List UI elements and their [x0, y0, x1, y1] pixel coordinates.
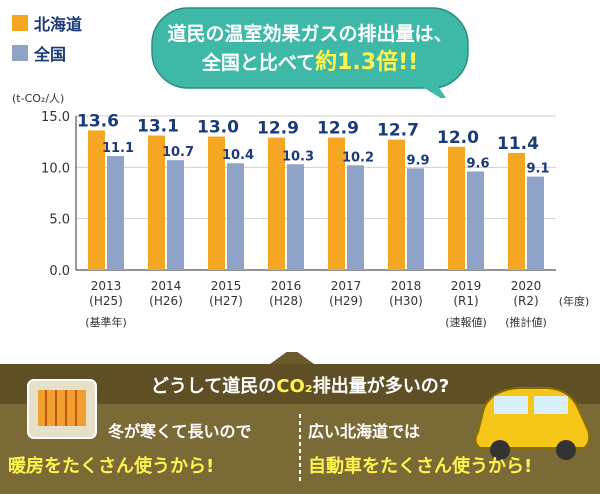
left-reason-line2: 暖房をたくさん使うから!	[8, 456, 215, 477]
data-label-hokkaido: 12.7	[377, 121, 419, 141]
bar-hokkaido	[328, 137, 345, 270]
left-reason-line1: 冬が寒くて長いので	[108, 422, 252, 441]
data-label-hokkaido: 12.9	[257, 119, 299, 139]
data-label-hokkaido: 12.9	[317, 119, 359, 139]
x-tick-label: 2015	[211, 279, 242, 293]
x-tick-label: (H29)	[329, 294, 363, 308]
question-co2: CO₂	[276, 376, 313, 397]
data-label-national: 9.1	[526, 162, 549, 177]
legend-swatch-national	[12, 45, 28, 61]
x-tick-label: (H25)	[89, 294, 123, 308]
legend-label-hokkaido: 北海道	[34, 15, 83, 34]
banner-question: どうして道民のCO₂排出量が多いの?	[120, 372, 480, 398]
question-prefix: どうして道民の	[150, 376, 277, 397]
bar-national	[287, 164, 304, 270]
headline-line1: 道民の温室効果ガスの排出量は、	[167, 23, 453, 45]
data-label-national: 9.9	[406, 153, 429, 168]
bar-hokkaido	[88, 130, 105, 270]
data-label-national: 10.7	[162, 145, 194, 160]
question-suffix: 排出量が多いの?	[312, 376, 450, 397]
legend-item-national: 全国	[12, 38, 82, 68]
speech-bubble	[151, 7, 469, 98]
bar-national	[107, 156, 124, 270]
x-tick-label: (H30)	[389, 294, 423, 308]
bar-hokkaido	[148, 135, 165, 270]
bar-hokkaido	[388, 139, 405, 270]
right-reason-line1: 広い北海道では	[308, 422, 421, 441]
legend-label-national: 全国	[34, 45, 67, 64]
y-tick-label: 0.0	[49, 264, 70, 279]
data-label-hokkaido: 11.4	[497, 134, 539, 154]
y-axis-label: (t-CO₂/人)	[12, 92, 65, 105]
bar-hokkaido	[508, 152, 525, 270]
bar-national	[167, 160, 184, 270]
x-tick-label: (R2)	[513, 294, 538, 308]
x-tick-label: 2020	[511, 279, 542, 293]
data-label-hokkaido: 13.1	[137, 117, 179, 137]
data-label-national: 10.4	[222, 148, 254, 163]
car-icon	[474, 387, 591, 460]
data-label-national: 10.2	[342, 150, 374, 165]
bar-national	[527, 176, 544, 270]
bar-hokkaido	[448, 146, 465, 270]
bar-national	[227, 163, 244, 270]
y-tick-label: 10.0	[41, 161, 70, 176]
x-sub-label: (基準年)	[85, 315, 127, 329]
bar-hokkaido	[208, 136, 225, 270]
x-tick-label: 2017	[331, 279, 362, 293]
data-label-national: 11.1	[102, 141, 134, 156]
x-tick-label: (R1)	[453, 294, 478, 308]
data-label-national: 10.3	[282, 149, 314, 164]
bar-national	[407, 168, 424, 270]
legend-item-hokkaido: 北海道	[12, 8, 82, 38]
x-tick-label: 2016	[271, 279, 302, 293]
y-tick-label: 5.0	[49, 213, 70, 228]
x-sub-label: (推計値)	[505, 315, 547, 329]
bar-hokkaido	[268, 137, 285, 270]
x-tick-label: 2019	[451, 279, 482, 293]
headline-line2: 全国と比べて約1.3倍!!	[150, 48, 470, 78]
data-label-hokkaido: 13.6	[77, 111, 119, 131]
bar-national	[467, 171, 484, 270]
x-tick-label: (H27)	[209, 294, 243, 308]
x-sub-label: (速報値)	[445, 316, 487, 329]
headline-prefix: 全国と比べて	[201, 52, 316, 74]
x-tick-label: 2018	[391, 279, 422, 293]
bottom-banner	[0, 352, 600, 494]
bar-chart: 0.0 5.0 10.0 15.0 13.6 11.1 2013(H25) (基準年) 13.1…	[41, 110, 590, 329]
headline-emphasis: 約1.3倍!!	[315, 50, 419, 75]
x-tick-label: 2014	[151, 279, 182, 293]
bar-national	[347, 165, 364, 270]
x-tick-label: (H26)	[149, 294, 183, 308]
data-label-national: 9.6	[466, 156, 489, 171]
data-label-hokkaido: 13.0	[197, 118, 239, 138]
data-label-hokkaido: 12.0	[437, 128, 479, 148]
y-tick-label: 15.0	[41, 110, 70, 125]
x-tick-label: (H28)	[269, 294, 303, 308]
headline: 道民の温室効果ガスの排出量は、 全国と比べて約1.3倍!!	[150, 20, 470, 78]
legend-swatch-hokkaido	[12, 15, 28, 31]
x-tick-label: 2013	[91, 279, 122, 293]
legend: 北海道 全国	[12, 8, 82, 68]
x-axis-label: (年度)	[559, 294, 590, 308]
heater-icon	[27, 379, 97, 439]
right-reason-line2: 自動車をたくさん使うから!	[308, 456, 533, 477]
